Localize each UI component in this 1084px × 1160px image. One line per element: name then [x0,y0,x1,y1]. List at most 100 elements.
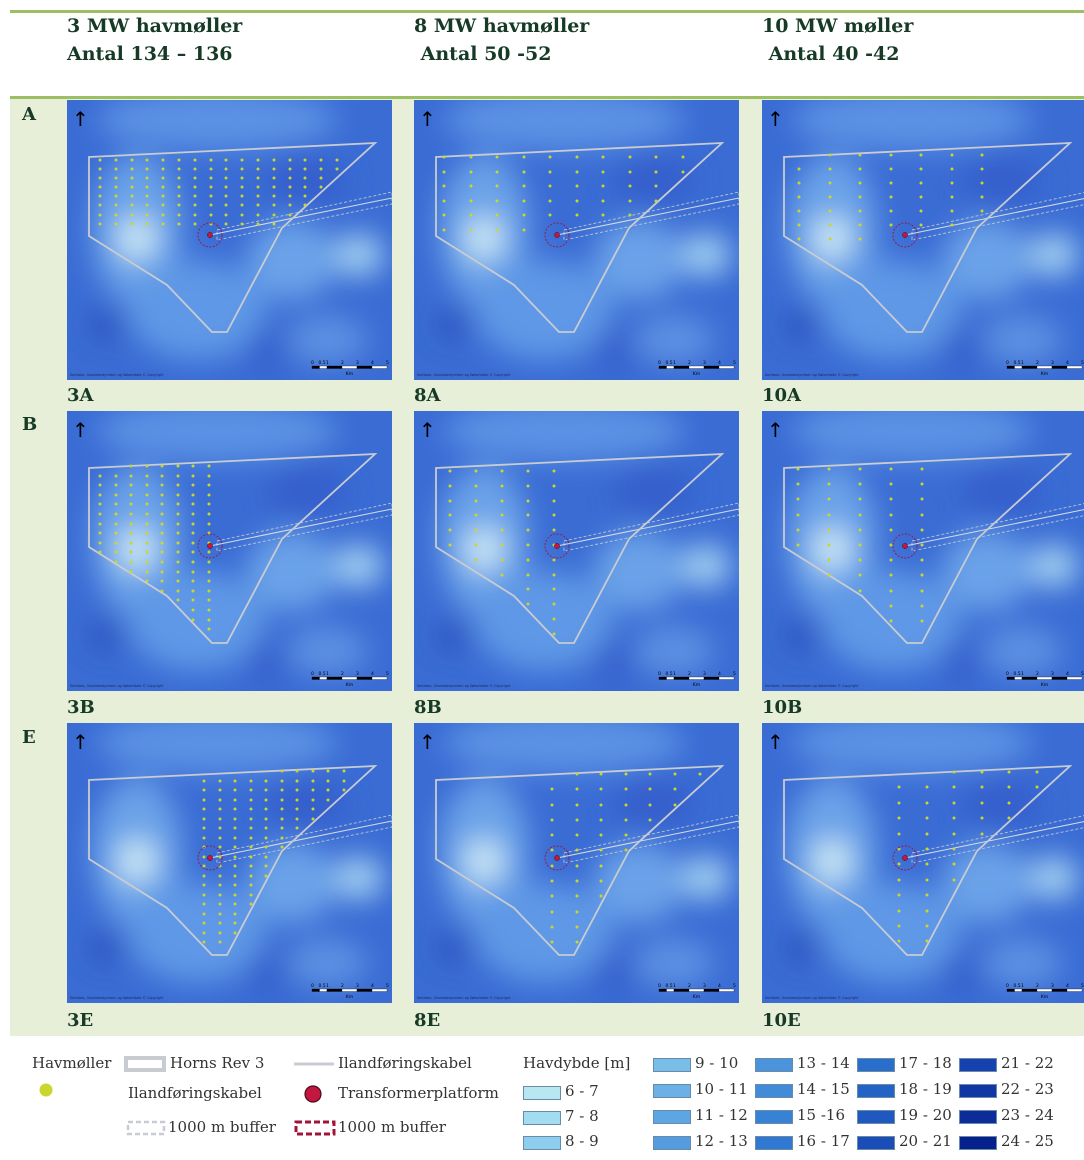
turbine-point [889,497,893,501]
turbine-point [207,570,211,574]
transformer-platform [902,232,908,238]
bathymetry-map: ↑ 0 0.5 1 2 3 4 5 Km Kortdata, Geodatastyrelsen o… [67,723,392,1003]
scale-tick-label: 1 [673,671,676,677]
turbine-point [249,817,253,821]
turbine-point [526,558,530,562]
turbine-point [160,512,164,516]
turbine-point [288,176,292,180]
turbine-point [495,199,499,203]
turbine-point [919,181,923,185]
turbine-point [114,541,118,545]
turbine-point [950,153,954,157]
turbine-point [233,798,237,802]
map-canvas: ↑ 0 0.5 1 2 3 4 5 Km Kortdata, Geodatastyrelsen o… [67,100,392,380]
turbine-point [599,818,603,822]
turbine-point [98,512,102,516]
turbine-point [233,855,237,859]
turbine-point [952,816,956,820]
turbine-point [209,167,213,171]
turbine-point [207,627,211,631]
turbine-point [160,483,164,487]
turbine-point [442,213,446,217]
scale-bar: 0 0.5 1 2 3 4 5 Km [311,360,389,377]
depth-class-label: 23 - 24 [1001,1106,1054,1124]
turbine-point [191,474,195,478]
turbine-point [827,573,831,577]
turbine-point [889,573,893,577]
turbine-point [193,222,197,226]
scale-tick-label: 5 [733,671,736,677]
turbine-point [526,484,530,488]
turbine-point [575,155,579,159]
turbine-point [897,939,901,943]
turbine-point [145,522,149,526]
turbine-point [240,185,244,189]
turbine-point [207,464,211,468]
map-canvas: ↑ 0 0.5 1 2 3 4 5 Km Kortdata, Geodatastyrelsen o… [414,411,739,691]
turbine-point [193,158,197,162]
turbine-point [256,194,260,198]
depth-shading [436,411,731,686]
scale-bar: 0 0.5 1 2 3 4 5 Km [658,360,736,377]
turbine-point [114,522,118,526]
turbine-point [342,769,346,773]
depth-swatch [523,1136,561,1150]
turbine-point [980,209,984,213]
turbine-point [160,531,164,535]
turbine-point [129,560,133,564]
turbine-point [114,560,118,564]
turbine-point [224,203,228,207]
turbine-point [889,482,893,486]
turbine-point [224,194,228,198]
scale-tick-label: 4 [718,360,721,366]
turbine-point [202,874,206,878]
turbine-point [550,894,554,898]
turbine-point [828,153,832,157]
scale-tick-label: 1 [326,671,329,677]
depth-class-label: 10 - 11 [695,1080,748,1098]
turbine-point [145,176,149,180]
turbine-point [130,203,134,207]
caption-3b: 3B [67,697,95,718]
turbine-point [177,222,181,226]
turbine-point [319,185,323,189]
turbine-point [920,513,924,517]
turbine-point [280,845,284,849]
scale-tick-label: 5 [1081,671,1084,677]
turbine-point [889,558,893,562]
turbine-point [575,170,579,174]
north-arrow-icon: ↑ [72,418,89,442]
turbine-point [552,602,556,606]
turbine-point [442,155,446,159]
turbine-point [176,493,180,497]
turbine-point [264,817,268,821]
turbine-point [280,798,284,802]
turbine-point [303,203,307,207]
turbine-point [797,195,801,199]
scale-unit-label: Km [1041,371,1048,377]
turbine-point [920,619,924,623]
turbine-point [98,176,102,180]
turbine-point [145,531,149,535]
turbine-point [114,550,118,554]
turbine-point [207,512,211,516]
scale-bar: 0 0.5 1 2 3 4 5 Km [311,671,389,688]
turbine-point [858,558,862,562]
turbine-point [202,788,206,792]
turbine-point [550,803,554,807]
turbine-point [858,589,862,593]
turbine-point [920,482,924,486]
turbine-point [233,779,237,783]
horns-rev-3-boundary [88,141,378,333]
turbine-point [920,467,924,471]
depth-class-label: 7 - 8 [565,1107,599,1125]
turbine-point [980,816,984,820]
turbine-point [920,558,924,562]
scale-tick-label: 1 [1021,983,1024,989]
turbine-point [828,181,832,185]
turbine-point [280,769,284,773]
turbine-point [681,170,685,174]
turbine-point [796,513,800,517]
export-cable [904,509,1084,547]
legend-cable-buffer-label: 1000 m buffer [168,1118,276,1136]
